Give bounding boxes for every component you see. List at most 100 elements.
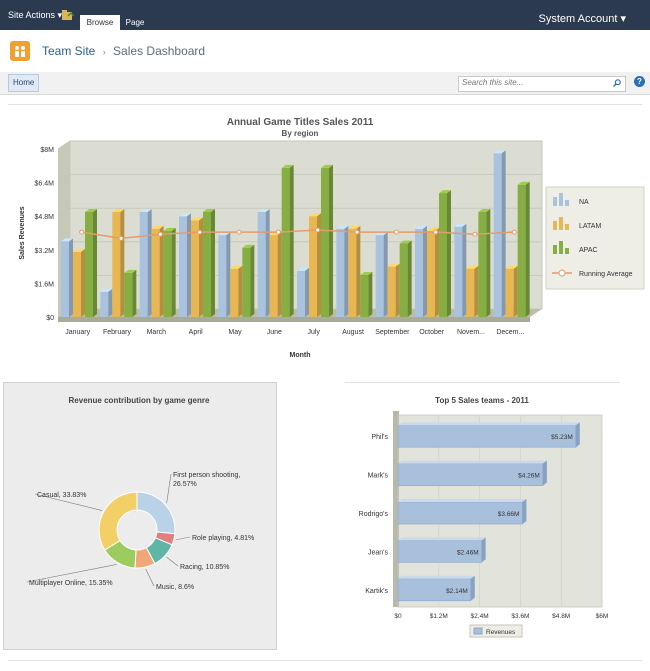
y-tick-label: $8M (40, 147, 54, 154)
running-average-point (511, 229, 517, 235)
bar (191, 217, 203, 317)
bar-side (501, 150, 506, 317)
x-tick-label: $2.4M (471, 613, 489, 620)
site-actions-label: Site Actions (8, 10, 56, 20)
breadcrumb-site-link[interactable]: Team Site (42, 44, 96, 58)
bar-top (163, 227, 176, 231)
account-name: System Account (538, 13, 618, 25)
search-input[interactable]: Search this site... (458, 76, 626, 92)
bar-top (112, 209, 125, 212)
help-icon[interactable]: ? (634, 76, 645, 87)
slice-label-leader (34, 493, 103, 511)
top-navigation: Home Search this site... (0, 72, 650, 95)
bar (297, 267, 309, 317)
bar-front (297, 270, 305, 317)
site-logo-icon[interactable] (10, 41, 30, 61)
x-tick-label: October (419, 329, 445, 336)
legend-swatch (558, 269, 566, 277)
slice-label-leader (175, 536, 191, 541)
navigate-up-icon[interactable] (62, 9, 74, 20)
chart-title: Annual Game Titles Sales 2011 (227, 117, 374, 128)
bar-side (120, 209, 125, 317)
bar-top (309, 213, 321, 217)
bar-front (321, 167, 329, 317)
y-tick-label: $0 (46, 315, 54, 322)
chevron-down-icon: ▾ (57, 10, 63, 20)
bar-front (399, 243, 408, 317)
x-tick-label: $1.2M (430, 613, 448, 620)
bar-top (73, 248, 85, 252)
bar-top (85, 209, 97, 212)
y-tick-label: Jean's (368, 549, 389, 556)
legend-swatch (559, 241, 563, 254)
bar-side (470, 575, 475, 601)
legend-swatch (565, 224, 569, 230)
bar-front (124, 272, 133, 317)
plot-side-wall (393, 411, 399, 607)
tab-browse[interactable]: Browse (80, 15, 120, 30)
bar (454, 223, 467, 317)
y-tick-label: Kartik's (365, 588, 388, 595)
chart-title: Revenue contribution by game genre (69, 396, 210, 405)
bar-side (395, 263, 400, 317)
legend-swatch (565, 200, 569, 206)
y-tick-label: $6.4M (35, 181, 55, 188)
bar (478, 209, 491, 317)
bar-top (454, 223, 467, 227)
bar-top (439, 190, 451, 194)
bar-side (81, 248, 85, 317)
bar (399, 240, 412, 317)
x-tick-label: $6M (596, 613, 609, 620)
bar-side (317, 213, 321, 317)
bar (397, 575, 475, 602)
bar-top (478, 209, 491, 212)
legend-swatch (553, 221, 557, 230)
bar-side (277, 232, 282, 317)
bar-top (399, 240, 412, 244)
bar (309, 213, 321, 317)
nav-home[interactable]: Home (8, 74, 40, 92)
data-label: $5.23M (551, 434, 573, 441)
bar-front (415, 228, 423, 317)
page-title-area: Team Site › Sales Dashboard (0, 30, 650, 73)
slice-label: Multiplayer Online, 15.35% (29, 580, 113, 587)
account-menu[interactable]: System Account ▾ (539, 12, 626, 25)
bar-front (493, 153, 502, 317)
bar (179, 213, 191, 317)
bar-front (427, 230, 435, 317)
search-icon[interactable] (613, 79, 621, 87)
bar (505, 265, 518, 317)
slice-label: Racing, 10.85% (180, 564, 229, 571)
bar-front (100, 291, 109, 317)
bar (348, 225, 361, 317)
bar-top (505, 265, 518, 269)
bar (387, 263, 400, 317)
bar-side (238, 265, 243, 317)
chart-subtitle: By region (282, 129, 319, 138)
bar-front (439, 193, 447, 317)
site-actions-menu[interactable]: Site Actions ▾ (8, 10, 62, 21)
bar (375, 232, 388, 317)
y-tick-label: $1.6M (35, 281, 55, 288)
bar (439, 190, 451, 317)
bar-side (486, 209, 491, 317)
bar (61, 238, 73, 317)
gridline (57, 174, 71, 183)
x-tick-label: Novem... (457, 329, 485, 336)
bar-top (281, 164, 294, 168)
bar-side (265, 209, 270, 317)
bar-front (387, 266, 396, 317)
bar-side (522, 499, 527, 524)
bar-front (85, 212, 93, 317)
bar-side (407, 240, 412, 317)
bar-side (69, 238, 73, 317)
bar-side (525, 181, 530, 317)
bar (100, 288, 113, 317)
tab-page[interactable]: Page (125, 18, 145, 27)
x-tick-label: May (228, 329, 242, 336)
bar-top (203, 209, 215, 212)
legend-swatch (565, 248, 569, 254)
x-tick-label: February (103, 329, 132, 336)
bar-top (257, 209, 270, 212)
